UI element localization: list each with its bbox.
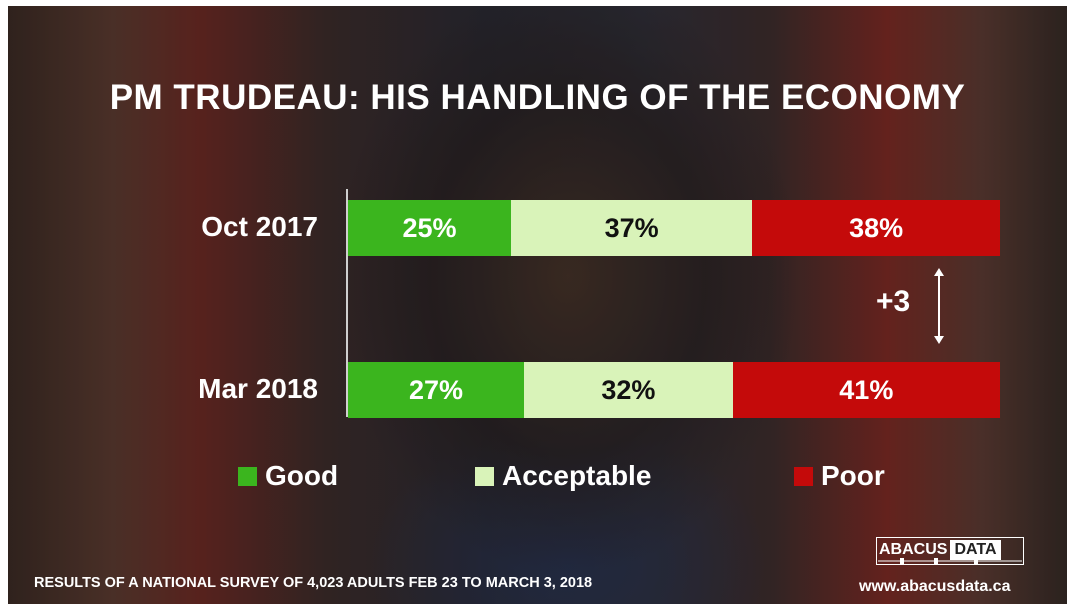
legend-label: Good <box>265 460 339 491</box>
legend-item: Good <box>238 460 338 492</box>
website-link[interactable]: www.abacusdata.ca <box>859 578 1011 595</box>
change-annotation: +3 <box>876 285 911 318</box>
category-axis-line <box>346 189 348 417</box>
abacus-data-logo <box>876 537 1024 565</box>
logo-word-data: DATA <box>950 540 1001 560</box>
legend-item: Acceptable <box>475 460 651 492</box>
slide-background: PM TRUDEAU: HIS HANDLING OF THE ECONOMY … <box>8 6 1067 604</box>
category-label: Oct 2017 <box>201 211 318 242</box>
bar-segment-poor: 41% <box>732 362 1000 418</box>
legend-swatch <box>794 466 813 486</box>
legend-item: Poor <box>794 460 885 492</box>
bar-segment-poor: 38% <box>752 200 1000 256</box>
chart-title: PM TRUDEAU: HIS HANDLING OF THE ECONOMY <box>109 78 966 117</box>
logo-word-abacus: ABACUS <box>879 541 948 558</box>
legend-label: Acceptable <box>502 460 652 491</box>
bar-segment-good: 27% <box>348 362 525 418</box>
legend-swatch <box>238 466 257 486</box>
stacked-bar: 25% 37% 38% <box>348 200 1000 256</box>
survey-footnote: RESULTS OF A NATIONAL SURVEY OF 4,023 AD… <box>34 575 593 591</box>
bar-segment-acceptable: 37% <box>511 200 753 256</box>
bar-segment-acceptable: 32% <box>524 362 733 418</box>
category-label: Mar 2018 <box>198 373 318 404</box>
double-arrow-icon <box>934 268 944 344</box>
bar-segment-good: 25% <box>348 200 511 256</box>
stacked-bar: 27% 32% 41% <box>348 362 1000 418</box>
legend-swatch <box>475 466 494 486</box>
logo-text: ABACUS DATA <box>876 540 1024 560</box>
legend-label: Poor <box>821 460 885 491</box>
